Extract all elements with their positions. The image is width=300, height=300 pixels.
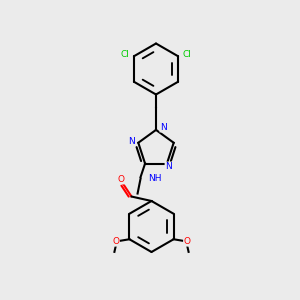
Text: Cl: Cl (183, 50, 191, 59)
Text: NH: NH (148, 174, 162, 183)
Text: O: O (184, 237, 190, 246)
Text: Cl: Cl (121, 50, 129, 59)
Text: N: N (165, 162, 172, 171)
Text: N: N (160, 123, 167, 132)
Text: N: N (128, 137, 135, 146)
Text: O: O (118, 175, 124, 184)
Text: O: O (112, 237, 119, 246)
